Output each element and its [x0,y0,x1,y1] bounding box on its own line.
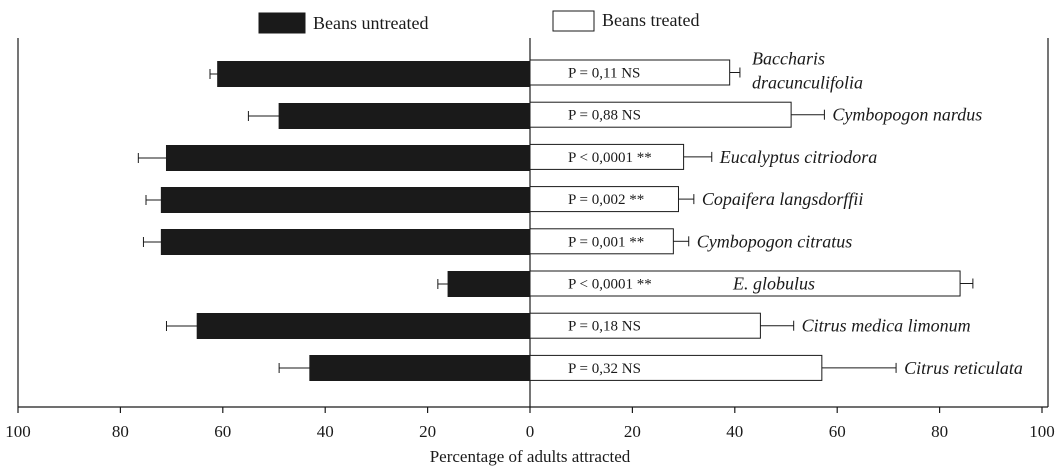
bar-untreated [160,229,531,255]
bar-treated [529,312,761,339]
p-value-label: P = 0,11 NS [568,66,640,82]
p-value-label: P = 0,32 NS [568,361,641,377]
x-tick-label: 20 [419,422,436,441]
bar-treated [529,59,731,86]
bar-treated [529,228,674,255]
x-ticks: 100 80 60 40 20 0 20 40 60 80 100 [5,407,1055,441]
bar-untreated [309,355,531,381]
legend-swatch-untreated [258,12,306,34]
x-tick-label: 100 [1029,422,1055,441]
x-tick-label: 40 [726,422,743,441]
bar-labels: P = 0,11 NS Baccharis dracunculifolia P = 0… [568,49,1023,378]
p-value-label: P < 0,0001 ** [568,150,652,166]
bar-untreated [217,61,531,87]
p-value-label: P = 0,88 NS [568,108,641,124]
x-tick-label: 80 [931,422,948,441]
x-tick-label: 60 [214,422,231,441]
bar-treated [529,354,823,381]
bars [137,59,974,381]
legend: Beans untreated Beans treated [258,10,699,34]
axes: 100 80 60 40 20 0 20 40 60 80 100 Percentage of ad… [5,38,1055,466]
species-label: Baccharis [752,49,825,69]
x-axis-title: Percentage of adults attracted [430,447,631,466]
species-label: Citrus medica limonum [802,316,971,336]
species-label: E. globulus [732,274,815,294]
bar-treated [529,186,679,213]
legend-label-treated: Beans treated [602,10,699,30]
x-tick-label: 60 [829,422,846,441]
bar-untreated [196,313,531,339]
p-value-label: P = 0,002 ** [568,192,644,208]
species-label: Cymbopogon nardus [832,105,982,125]
x-tick-label: 80 [112,422,129,441]
bar-treated [529,270,961,297]
bar-untreated [447,271,531,297]
p-value-label: P = 0,18 NS [568,319,641,335]
species-label: Citrus reticulata [904,358,1023,378]
species-label: Copaifera langsdorffii [702,189,864,209]
bar-untreated [278,103,531,129]
x-tick-label: 100 [5,422,31,441]
legend-label-untreated: Beans untreated [313,13,428,33]
legend-swatch-treated [552,10,595,32]
species-label: Eucalyptus citriodora [719,147,877,167]
p-value-label: P < 0,0001 ** [568,277,652,293]
x-tick-label: 20 [624,422,641,441]
species-label: dracunculifolia [752,73,863,93]
bar-untreated [160,187,531,213]
p-value-label: P = 0,001 ** [568,234,644,250]
x-tick-label: 40 [317,422,334,441]
species-label: Cymbopogon citratus [697,231,853,251]
x-tick-label: 0 [526,422,535,441]
bar-untreated [165,145,531,171]
